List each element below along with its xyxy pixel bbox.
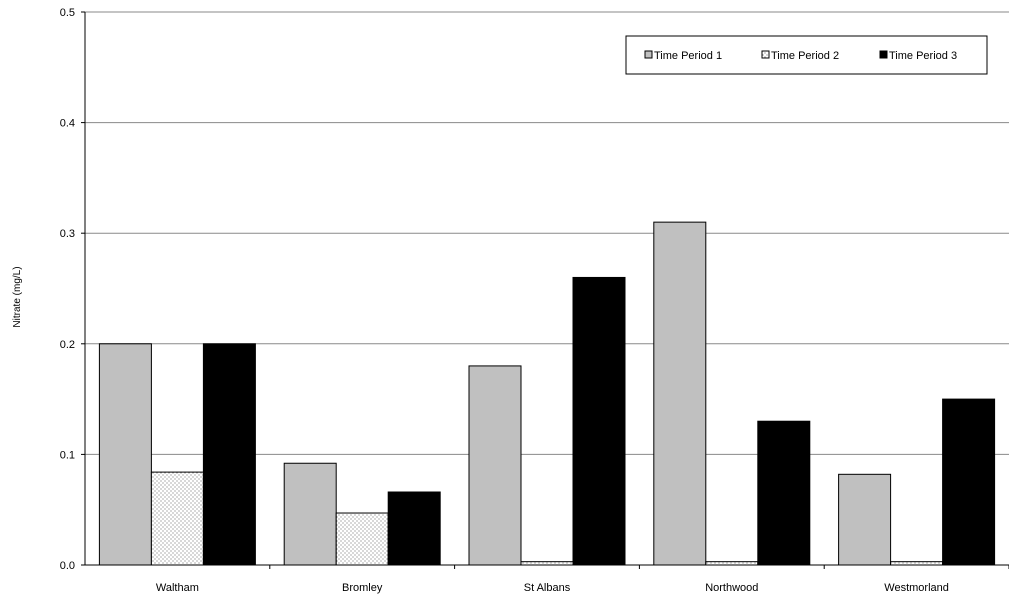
legend-box xyxy=(625,35,988,75)
legend-label: Time Period 2 xyxy=(771,50,839,62)
bar-time-period-2 xyxy=(150,471,204,566)
legend-label: Time Period 1 xyxy=(654,50,722,62)
x-tick-label: Northwood xyxy=(705,582,758,594)
legend: Time Period 1 Time Period 2 Time Period 3 xyxy=(625,35,988,75)
y-tick-label: 0.1 xyxy=(60,449,75,461)
legend-swatch xyxy=(644,50,653,59)
bar-time-period-3 xyxy=(387,491,441,566)
legend-label: Time Period 3 xyxy=(889,50,957,62)
bar-time-period-1 xyxy=(283,462,337,566)
tick-labels: 0.0 0.1 0.2 0.3 0.4 0.5 Waltham Bromley St Alban… xyxy=(60,7,949,594)
x-tick-label: Westmorland xyxy=(884,582,949,594)
bar-time-period-1 xyxy=(653,221,707,566)
bar-time-period-2 xyxy=(335,512,389,566)
x-tick-label: St Albans xyxy=(524,582,571,594)
legend-swatch xyxy=(879,50,888,59)
y-tick-label: 0.0 xyxy=(60,560,75,572)
bar-time-period-2 xyxy=(520,561,574,566)
bar-time-period-3 xyxy=(757,420,811,566)
bar-time-period-1 xyxy=(838,473,892,566)
x-tick-label: Waltham xyxy=(156,582,199,594)
bar-time-period-1 xyxy=(98,343,152,566)
bar-time-period-3 xyxy=(202,343,256,566)
bars xyxy=(98,221,996,566)
bar-time-period-3 xyxy=(942,398,996,566)
y-tick-label: 0.4 xyxy=(60,118,75,130)
y-tick-label: 0.2 xyxy=(60,339,75,351)
legend-swatch xyxy=(761,50,770,59)
bar-time-period-1 xyxy=(468,365,522,566)
x-tick-label: Bromley xyxy=(342,582,383,594)
bar-time-period-2 xyxy=(705,561,759,566)
bar-time-period-3 xyxy=(572,276,626,566)
bar-time-period-2 xyxy=(890,561,944,566)
y-tick-label: 0.5 xyxy=(60,7,75,19)
y-axis-label: Nitrate (mg/L) xyxy=(12,266,23,327)
y-tick-label: 0.3 xyxy=(60,228,75,240)
